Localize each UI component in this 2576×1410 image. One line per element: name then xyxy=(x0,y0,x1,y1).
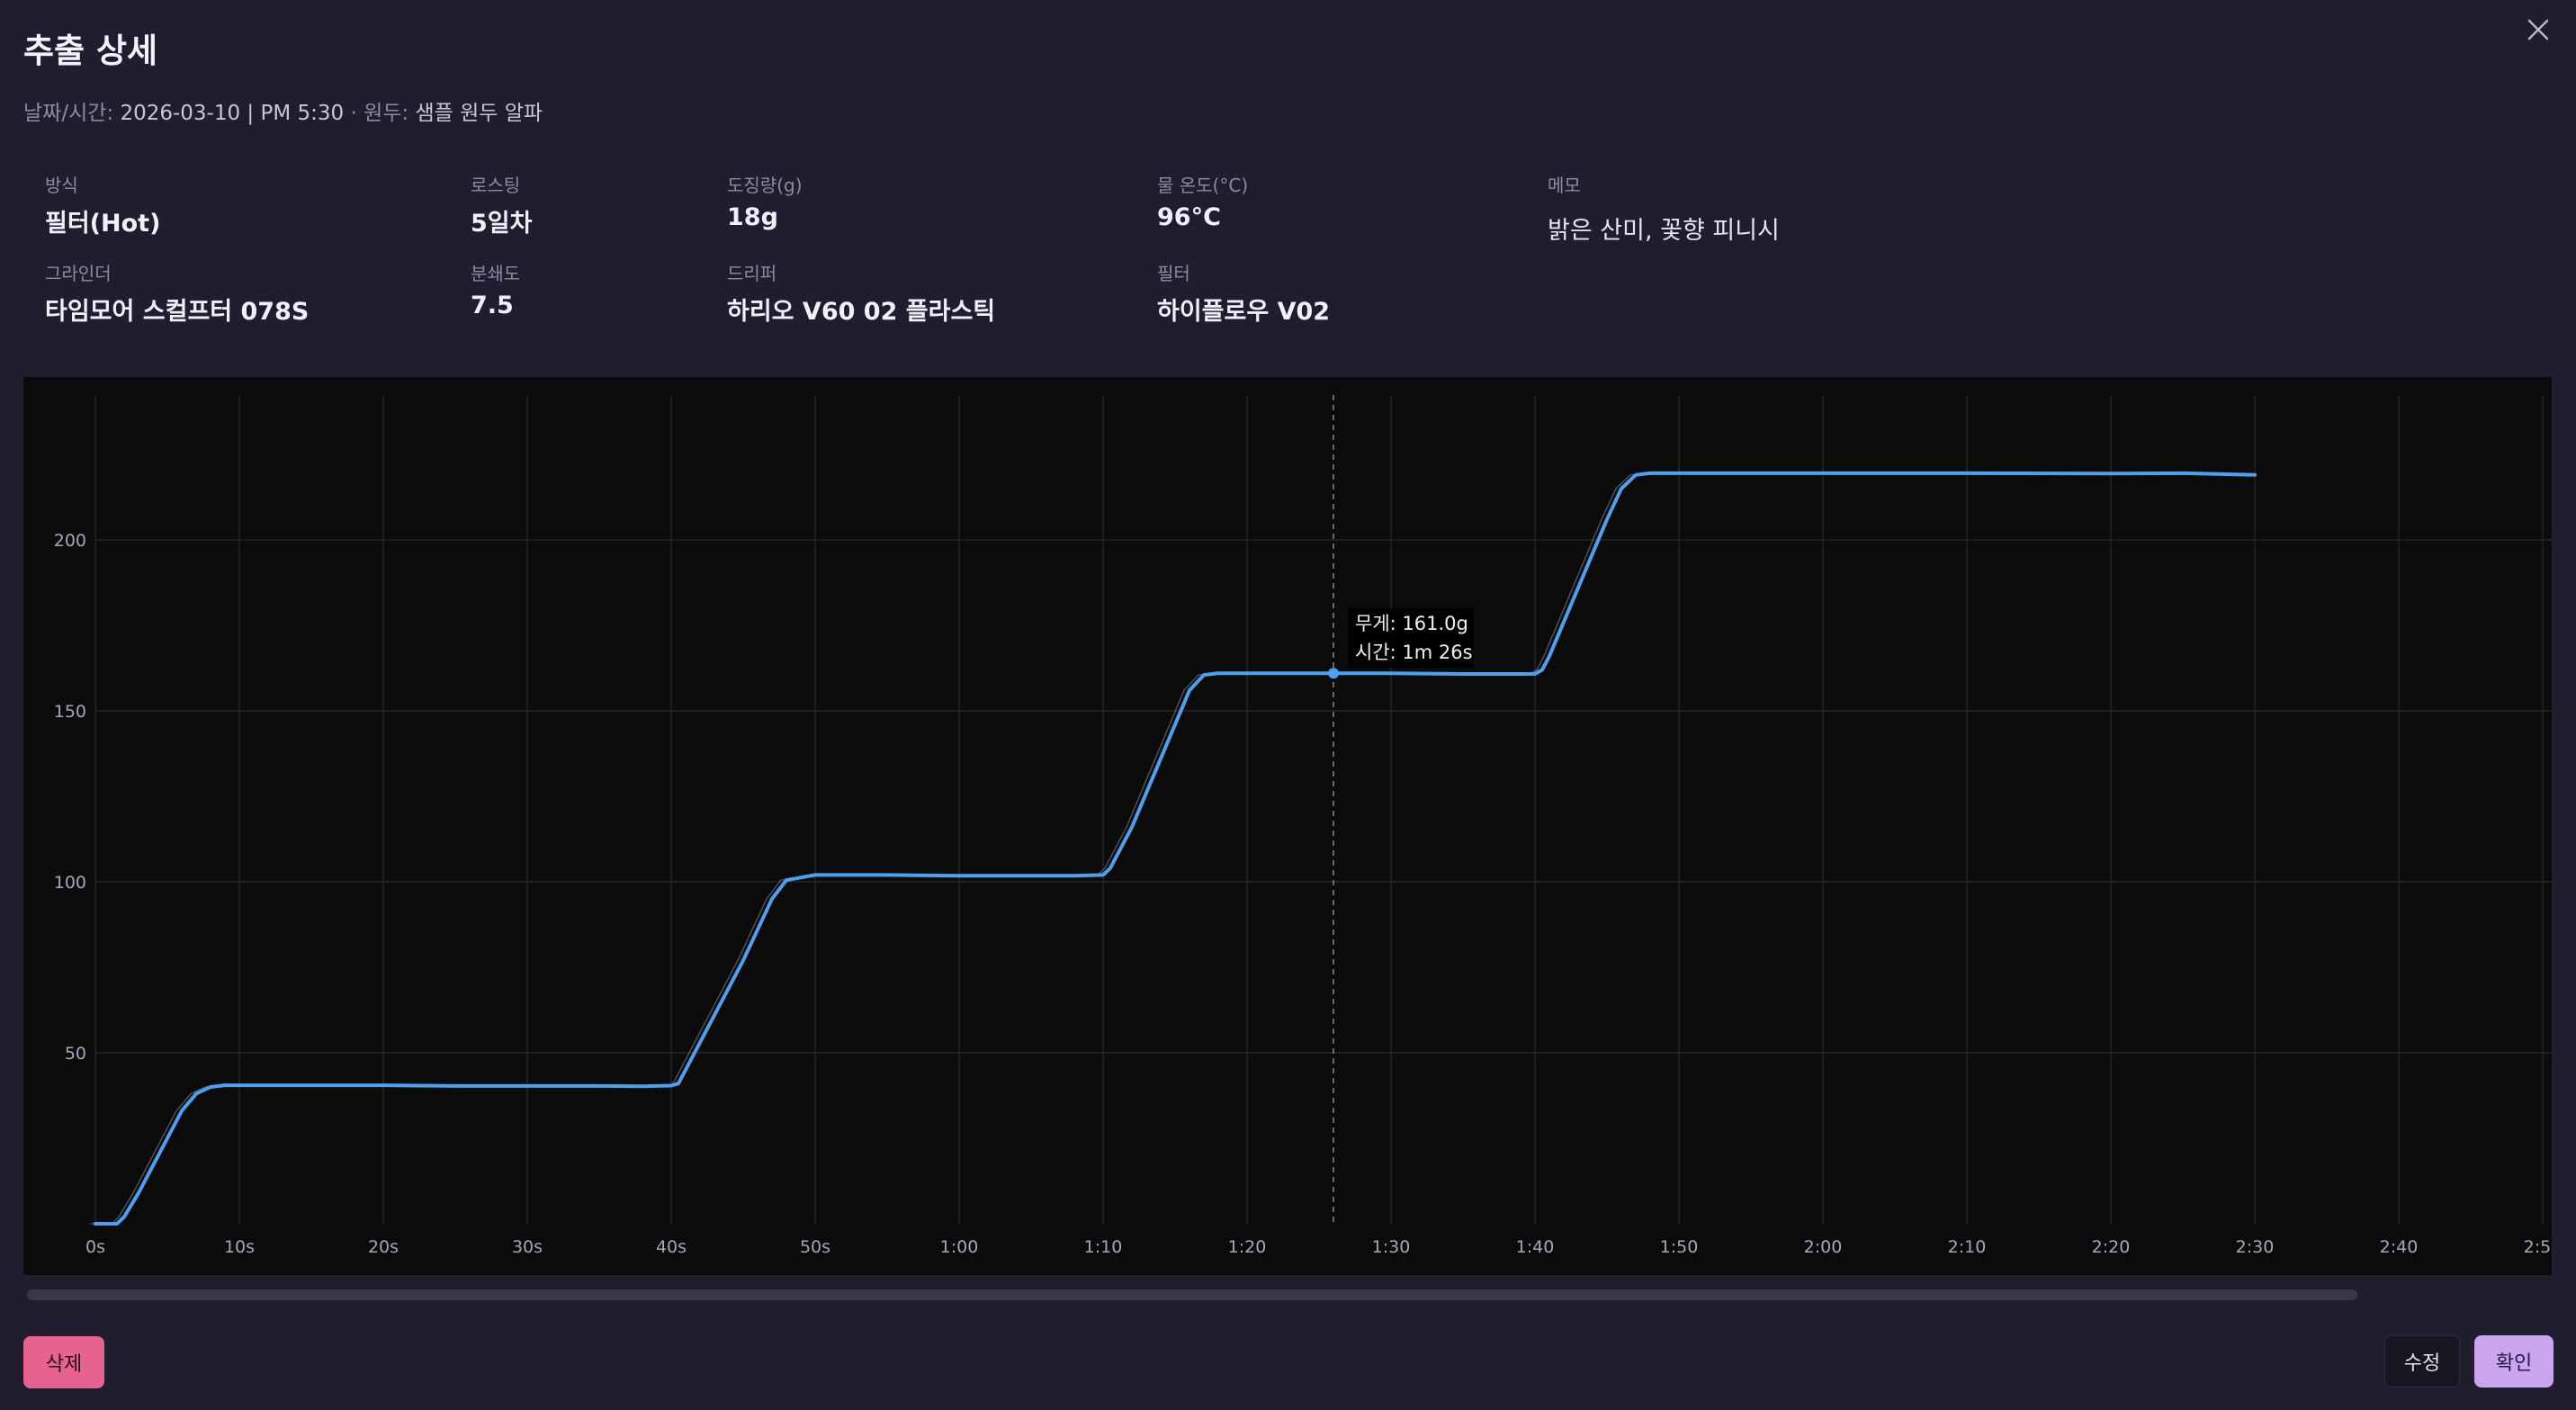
x-tick-label: 1:50 xyxy=(1660,1237,1699,1257)
grinder-value: 타임모어 스컬프터 078S xyxy=(45,298,310,326)
chart-grid xyxy=(94,395,2552,1224)
weight-series-line xyxy=(94,471,2257,1226)
confirm-button[interactable]: 확인 xyxy=(2474,1335,2554,1388)
tooltip-time: 시간: 1m 26s xyxy=(1355,642,1473,663)
x-tick-label: 40s xyxy=(656,1237,687,1257)
edit-button[interactable]: 수정 xyxy=(2384,1335,2460,1388)
filter-label: 필터 xyxy=(1157,263,1190,284)
bean-label: 원두: xyxy=(364,102,409,125)
bean-value: 샘플 원두 알파 xyxy=(415,102,543,125)
delete-button[interactable]: 삭제 xyxy=(23,1336,104,1388)
water-temp-label: 물 온도(°C) xyxy=(1157,175,1249,196)
datetime-label: 날짜/시간: xyxy=(23,102,114,125)
close-button[interactable] xyxy=(2521,13,2555,47)
water-temp-value: 96°C xyxy=(1157,203,1221,231)
filter-value: 하이플로우 V02 xyxy=(1157,298,1331,326)
weight-series-raw-line xyxy=(90,472,2250,1225)
close-icon xyxy=(2527,19,2549,40)
x-tick-label: 2:20 xyxy=(2092,1237,2131,1257)
method-value: 필터(Hot) xyxy=(45,210,161,238)
y-tick-label: 200 xyxy=(54,531,86,551)
y-tick-label: 100 xyxy=(54,873,86,893)
memo-value: 밝은 산미, 꽃향 피니시 xyxy=(1548,217,1780,245)
subtitle-separator: · xyxy=(350,102,357,125)
x-tick-label: 1:40 xyxy=(1516,1237,1555,1257)
x-tick-label: 2:40 xyxy=(2380,1237,2419,1257)
y-tick-label: 150 xyxy=(54,702,86,722)
datetime-value: 2026-03-10 | PM 5:30 xyxy=(120,102,345,125)
dialog-title: 추출 상세 xyxy=(23,31,158,70)
weight-chart[interactable]: 0s 10s 20s 30s 40s 50s 1:00 1:10 1:20 1:30 1:40 1:5… xyxy=(23,377,2552,1275)
x-tick-label: 0s xyxy=(85,1237,105,1257)
x-tick-label: 2:30 xyxy=(2236,1237,2275,1257)
method-label: 방식 xyxy=(45,175,78,196)
x-tick-label: 1:30 xyxy=(1372,1237,1411,1257)
x-tick-label: 10s xyxy=(224,1237,255,1257)
tooltip-background xyxy=(1348,608,1474,669)
dose-label: 도징량(g) xyxy=(727,175,803,196)
chart-scrollbar[interactable] xyxy=(27,1289,2357,1300)
x-tick-label: 2:00 xyxy=(1804,1237,1843,1257)
x-tick-label: 2:10 xyxy=(1948,1237,1987,1257)
dripper-value: 하리오 V60 02 플라스틱 xyxy=(727,298,996,326)
weight-chart-svg: 0s 10s 20s 30s 40s 50s 1:00 1:10 1:20 1:30 1:40 1:5… xyxy=(54,395,2552,1257)
dose-value: 18g xyxy=(727,203,778,231)
grind-size-label: 분쇄도 xyxy=(471,263,521,284)
x-tick-label: 1:20 xyxy=(1228,1237,1267,1257)
dripper-label: 드리퍼 xyxy=(727,263,777,284)
y-tick-label: 50 xyxy=(65,1044,86,1064)
chart-scrollbar-thumb[interactable] xyxy=(27,1289,2357,1300)
grinder-label: 그라인더 xyxy=(45,263,112,284)
memo-label: 메모 xyxy=(1548,175,1581,196)
x-tick-label: 1:00 xyxy=(940,1237,979,1257)
x-tick-label: 20s xyxy=(368,1237,399,1257)
x-tick-label: 2:50 xyxy=(2524,1237,2552,1257)
tooltip-weight: 무게: 161.0g xyxy=(1355,613,1468,634)
x-tick-label: 50s xyxy=(800,1237,830,1257)
chart-ticks: 0s 10s 20s 30s 40s 50s 1:00 1:10 1:20 1:30 1:40 1:5… xyxy=(54,531,2552,1257)
x-tick-label: 1:10 xyxy=(1084,1237,1123,1257)
grind-size-value: 7.5 xyxy=(471,292,514,319)
roast-label: 로스팅 xyxy=(471,175,521,196)
brew-subtitle: 날짜/시간: 2026-03-10 | PM 5:30 · 원두: 샘플 원두 … xyxy=(23,95,543,126)
hover-point xyxy=(1328,668,1339,679)
roast-value: 5일차 xyxy=(471,210,533,238)
x-tick-label: 30s xyxy=(512,1237,543,1257)
